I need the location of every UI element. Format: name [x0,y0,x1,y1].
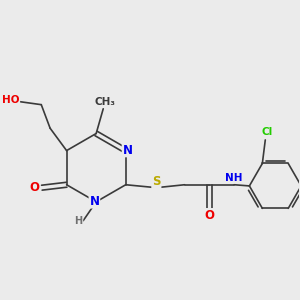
Text: HO: HO [2,95,20,105]
Text: NH: NH [225,173,243,183]
Text: O: O [204,209,214,222]
Text: N: N [89,195,99,208]
Text: O: O [29,181,39,194]
Text: CH₃: CH₃ [94,97,116,107]
Text: Cl: Cl [261,127,273,137]
Text: H: H [74,216,83,226]
Text: S: S [152,175,160,188]
Text: N: N [122,143,133,157]
